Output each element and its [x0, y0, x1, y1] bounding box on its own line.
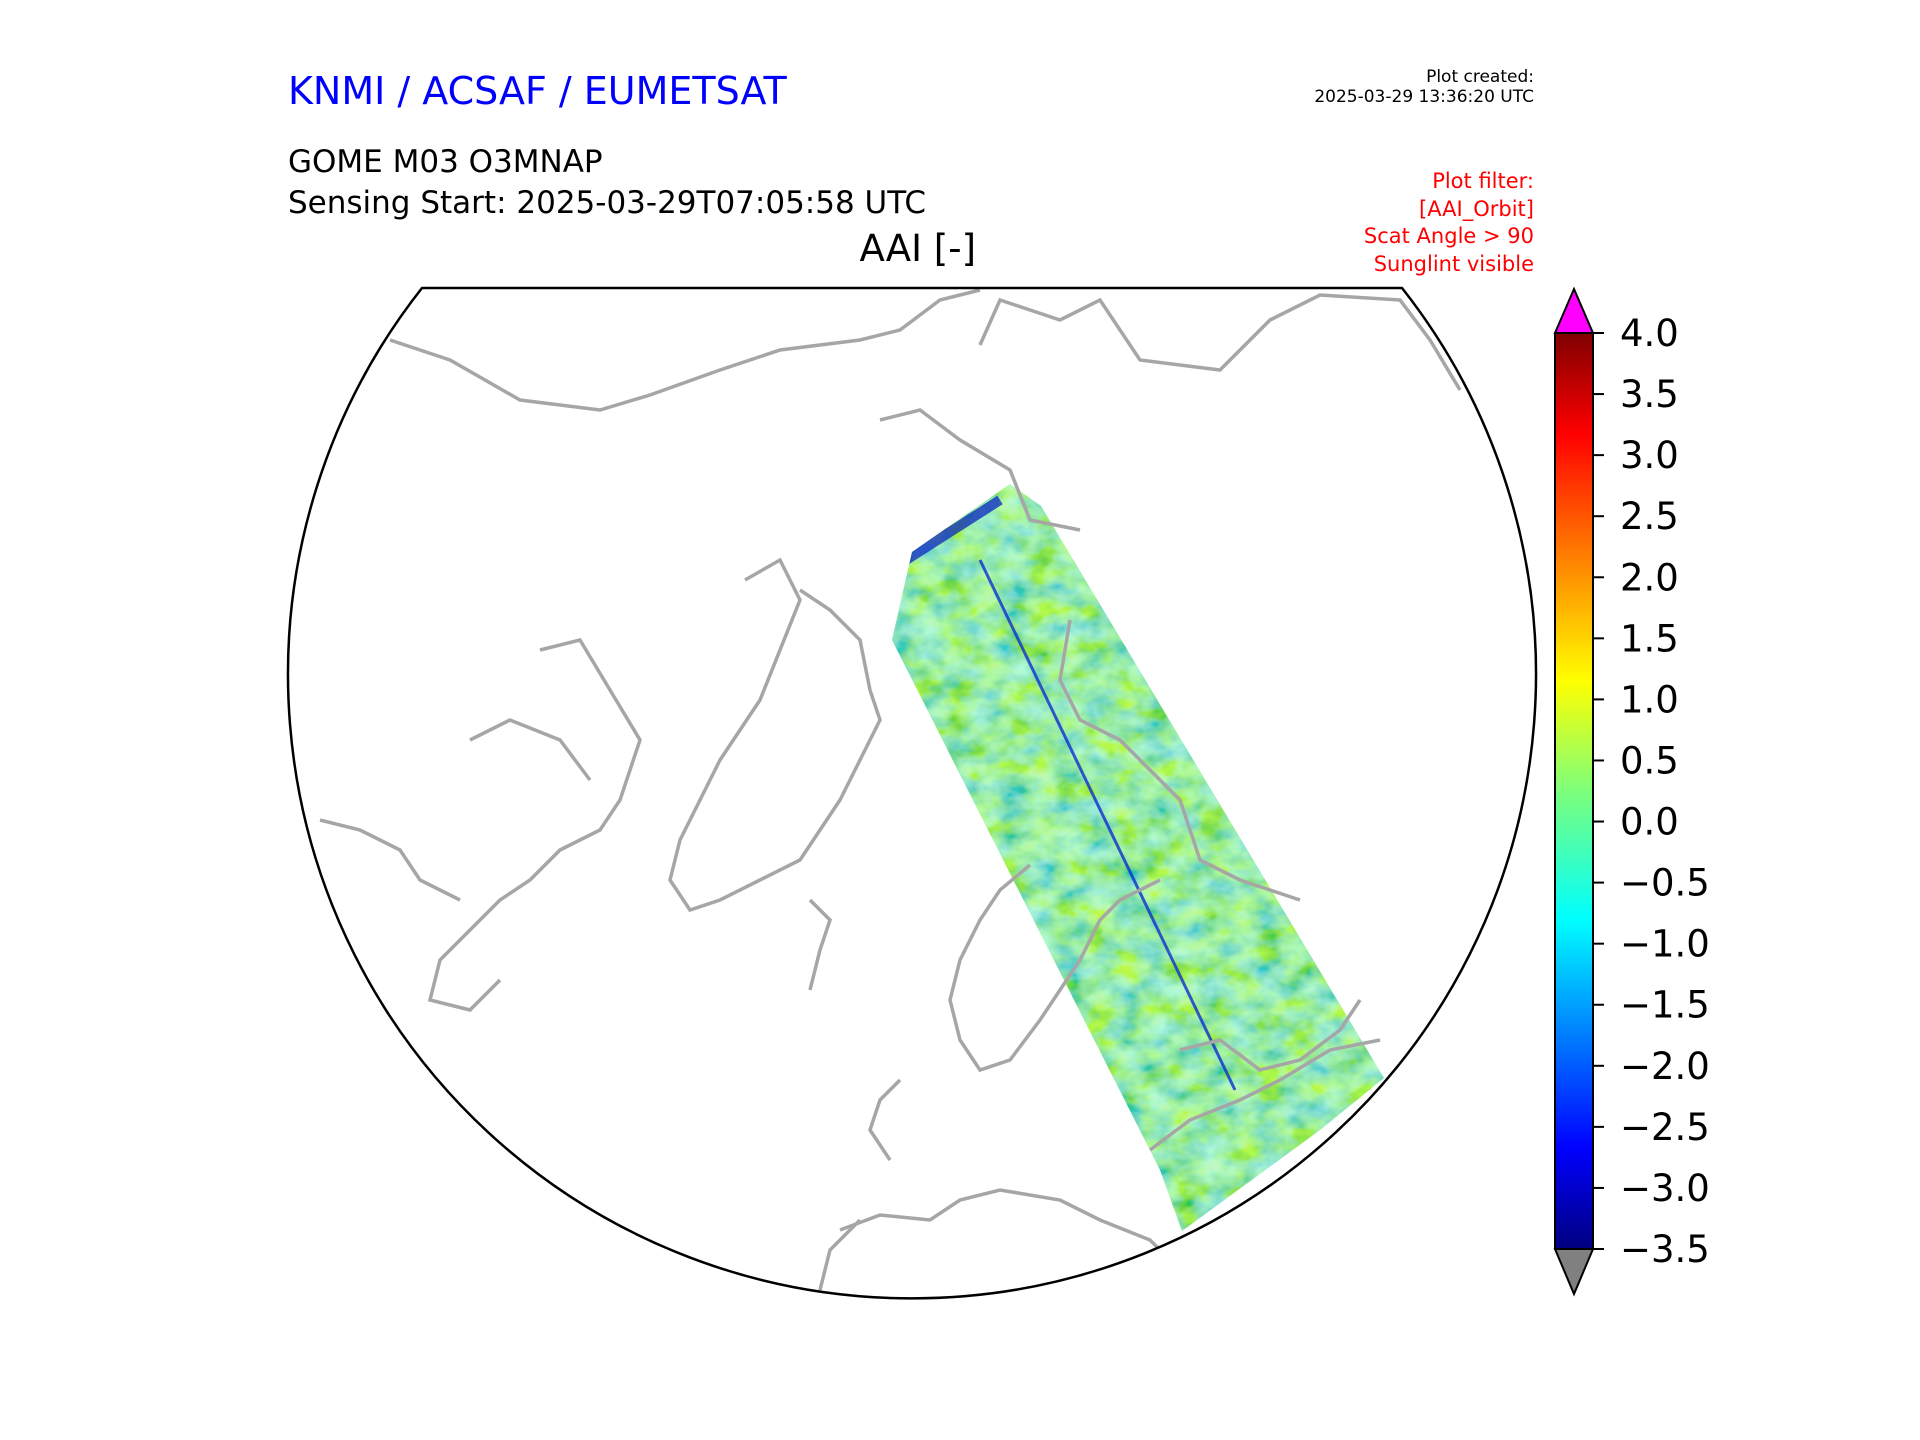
colorbar-tick-label: 0.5 — [1620, 739, 1679, 782]
colorbar-tick-label: −1.5 — [1620, 984, 1710, 1027]
colorbar-under-extension — [1553, 1248, 1595, 1297]
colorbar-tick-label: −1.0 — [1620, 923, 1710, 966]
colorbar: 4.0 3.5 3.0 2.5 2.0 1.5 1.0 0.5 0.0 −0.5 −1.0 −1.5 −… — [1553, 286, 1710, 1297]
map-area — [319, 288, 1462, 1291]
colorbar-tick-label: 3.5 — [1620, 373, 1679, 416]
colorbar-tick-label: −0.5 — [1620, 862, 1710, 905]
plot-created-value: 2025-03-29 13:36:20 UTC — [1314, 87, 1534, 107]
colorbar-tick-label: 1.0 — [1620, 678, 1679, 721]
colorbar-tick-label: −2.5 — [1620, 1106, 1710, 1149]
variable-title: AAI [-] — [859, 227, 976, 270]
filter-line: Sunglint visible — [1373, 251, 1534, 276]
colorbar-tick-label: −3.5 — [1620, 1228, 1710, 1271]
map-boundary — [286, 286, 1538, 1300]
filter-line: Scat Angle > 90 — [1363, 224, 1534, 248]
colorbar-tick-label: 2.5 — [1620, 495, 1679, 538]
product-title: GOME M03 O3MNAP — [288, 144, 603, 180]
coastlines — [319, 288, 1462, 1291]
colorbar-tick-label: 4.0 — [1620, 312, 1679, 355]
organization-title: KNMI / ACSAF / EUMETSAT — [288, 69, 787, 113]
plot-created: Plot created: 2025-03-29 13:36:20 UTC — [1314, 67, 1534, 107]
colorbar-bar — [1554, 332, 1594, 1250]
sensing-start: Sensing Start: 2025-03-29T07:05:58 UTC — [288, 185, 926, 221]
plot-filter: Plot filter: [AAI_Orbit] Scat Angle > 90… — [1364, 168, 1534, 278]
colorbar-over-extension — [1553, 286, 1595, 334]
aai-swath — [892, 484, 1384, 1231]
colorbar-tick-label: −2.0 — [1620, 1045, 1710, 1088]
colorbar-tick-label: 0.0 — [1620, 801, 1679, 844]
colorbar-tick-label: 2.0 — [1620, 556, 1679, 599]
filter-line: [AAI_Orbit] — [1419, 196, 1534, 221]
colorbar-tick-label: 3.0 — [1620, 434, 1679, 477]
filter-line: Plot filter: — [1432, 169, 1534, 193]
colorbar-tick-label: 1.5 — [1620, 617, 1679, 660]
plot-created-label: Plot created: — [1426, 67, 1534, 87]
colorbar-tick-label: −3.0 — [1620, 1167, 1710, 1210]
